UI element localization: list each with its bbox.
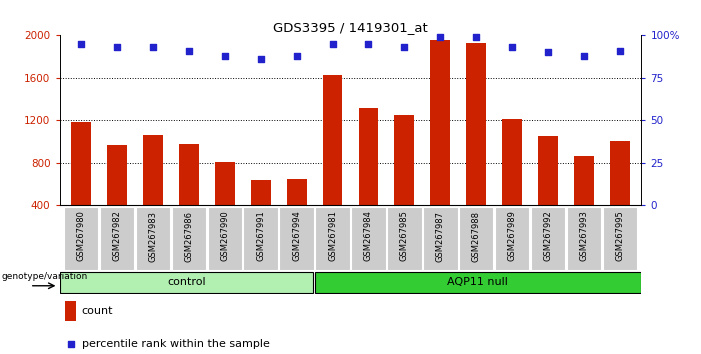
FancyBboxPatch shape — [243, 207, 278, 270]
Text: GSM267983: GSM267983 — [149, 211, 158, 262]
Point — [435, 34, 446, 40]
FancyBboxPatch shape — [603, 207, 637, 270]
Bar — [395, 115, 414, 248]
FancyBboxPatch shape — [315, 272, 641, 293]
Text: GSM267995: GSM267995 — [615, 211, 625, 261]
Point — [543, 50, 554, 55]
FancyBboxPatch shape — [531, 207, 565, 270]
FancyBboxPatch shape — [566, 207, 601, 270]
Bar — [72, 122, 91, 248]
FancyBboxPatch shape — [387, 207, 421, 270]
Point — [327, 41, 338, 47]
Text: GSM267980: GSM267980 — [76, 211, 86, 262]
Text: GSM267992: GSM267992 — [543, 211, 552, 261]
Point — [65, 341, 76, 346]
Text: GSM267981: GSM267981 — [328, 211, 337, 262]
Bar — [538, 136, 558, 248]
Point — [399, 45, 410, 50]
Point — [76, 41, 87, 47]
Bar — [610, 141, 629, 248]
FancyBboxPatch shape — [172, 207, 206, 270]
Text: GSM267988: GSM267988 — [472, 211, 481, 262]
FancyBboxPatch shape — [136, 207, 170, 270]
Point — [578, 53, 590, 59]
Point — [255, 56, 266, 62]
Point — [614, 48, 625, 53]
FancyBboxPatch shape — [64, 207, 98, 270]
Bar — [287, 179, 306, 248]
FancyBboxPatch shape — [315, 207, 350, 270]
Bar — [430, 40, 450, 248]
Bar — [359, 108, 379, 248]
Bar — [143, 135, 163, 248]
Bar — [179, 144, 199, 248]
Point — [147, 45, 158, 50]
Bar — [107, 145, 127, 248]
Point — [507, 45, 518, 50]
Point — [111, 45, 123, 50]
Text: GSM267984: GSM267984 — [364, 211, 373, 262]
Text: GSM267990: GSM267990 — [220, 211, 229, 261]
Text: AQP11 null: AQP11 null — [447, 277, 508, 287]
Bar — [251, 180, 271, 248]
Point — [363, 41, 374, 47]
FancyBboxPatch shape — [351, 207, 386, 270]
Bar — [466, 43, 486, 248]
FancyBboxPatch shape — [100, 207, 135, 270]
Text: GSM267991: GSM267991 — [256, 211, 265, 261]
FancyBboxPatch shape — [60, 272, 313, 293]
FancyBboxPatch shape — [280, 207, 314, 270]
Point — [470, 34, 482, 40]
Text: genotype/variation: genotype/variation — [1, 272, 88, 281]
Bar — [215, 162, 235, 248]
FancyBboxPatch shape — [423, 207, 458, 270]
Title: GDS3395 / 1419301_at: GDS3395 / 1419301_at — [273, 21, 428, 34]
Text: GSM267987: GSM267987 — [436, 211, 445, 262]
Text: GSM267989: GSM267989 — [508, 211, 517, 262]
Bar — [574, 156, 594, 248]
Text: GSM267993: GSM267993 — [580, 211, 588, 262]
Text: count: count — [82, 306, 113, 316]
Point — [183, 48, 194, 53]
FancyBboxPatch shape — [495, 207, 529, 270]
Text: GSM267982: GSM267982 — [113, 211, 121, 262]
Text: percentile rank within the sample: percentile rank within the sample — [82, 338, 270, 349]
Bar — [65, 302, 76, 321]
FancyBboxPatch shape — [459, 207, 494, 270]
Text: GSM267985: GSM267985 — [400, 211, 409, 262]
Text: control: control — [168, 277, 206, 287]
Point — [291, 53, 302, 59]
Bar — [502, 119, 522, 248]
Text: GSM267986: GSM267986 — [184, 211, 193, 262]
FancyBboxPatch shape — [207, 207, 242, 270]
Point — [219, 53, 231, 59]
Text: GSM267994: GSM267994 — [292, 211, 301, 261]
Bar — [322, 75, 342, 248]
